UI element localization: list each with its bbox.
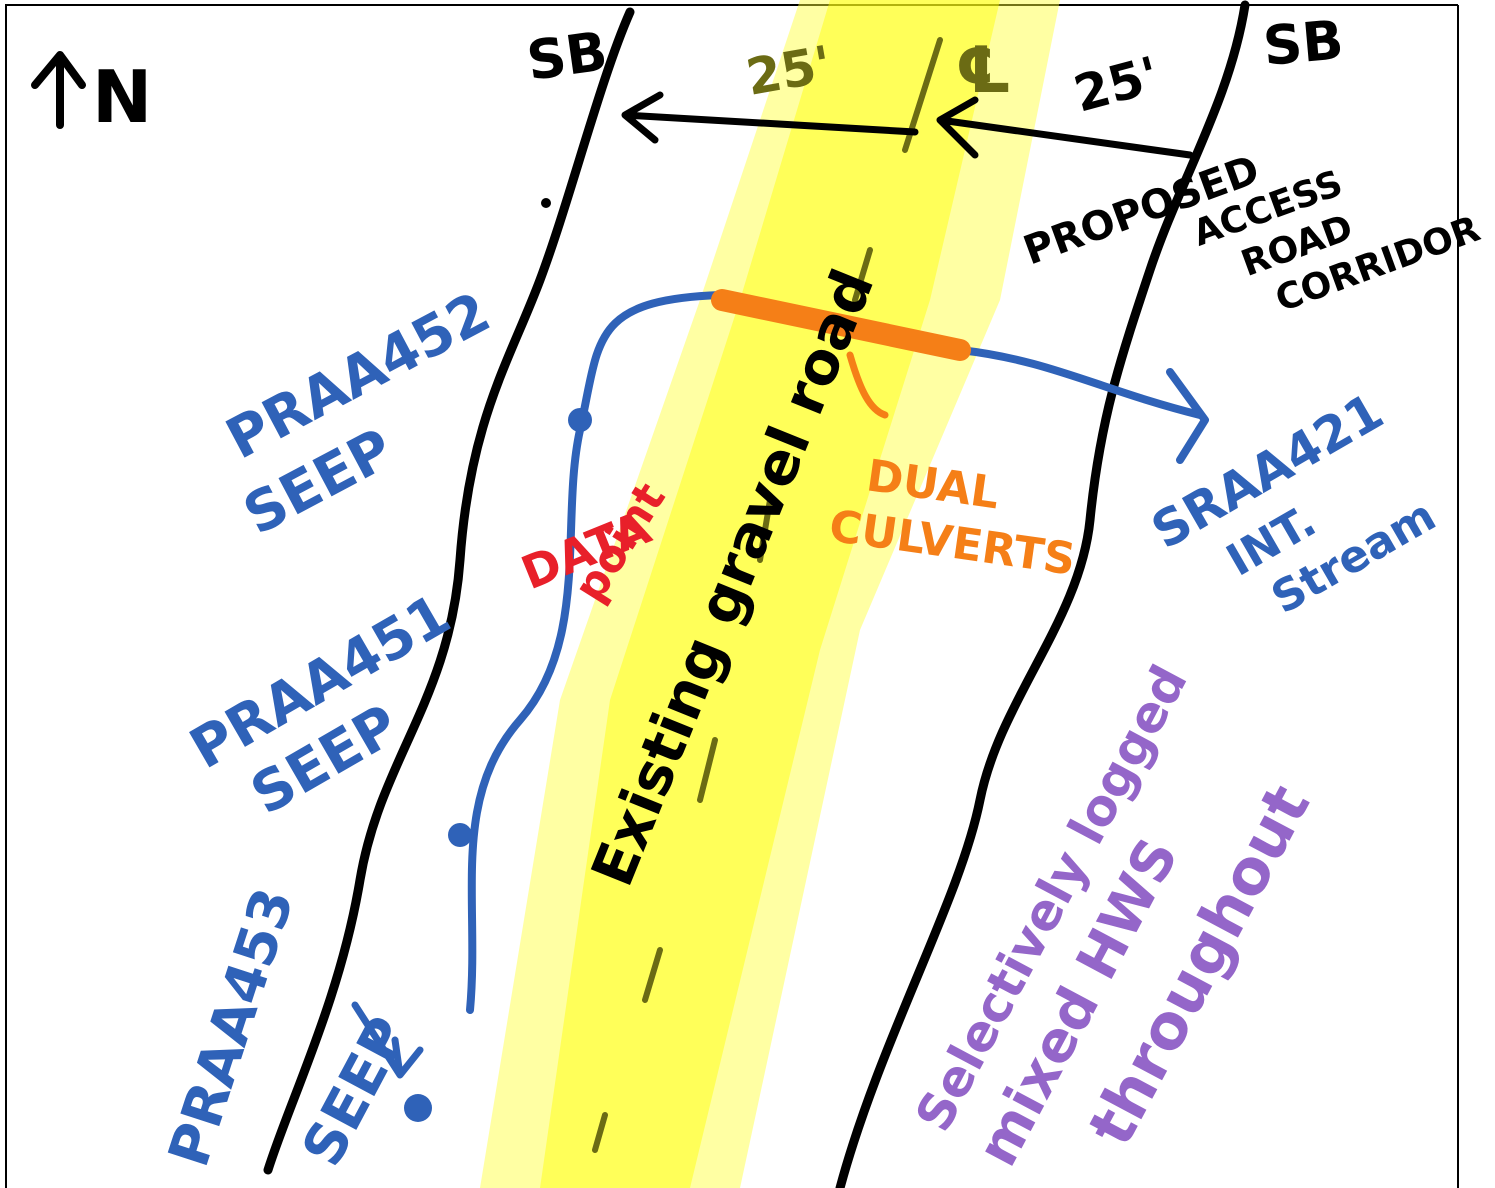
north-label: N bbox=[92, 55, 152, 139]
dimension-arrow bbox=[936, 96, 1194, 159]
seep-point bbox=[448, 823, 472, 847]
seep-point bbox=[404, 1094, 432, 1122]
seep-point bbox=[568, 408, 592, 432]
boundary-label: SB bbox=[1261, 8, 1346, 78]
culvert-leader bbox=[846, 351, 889, 419]
boundary-line bbox=[835, 0, 1250, 1188]
north-arrow bbox=[31, 51, 86, 129]
boundary-label: SB bbox=[523, 19, 611, 93]
seep-arrow bbox=[351, 1001, 424, 1079]
culvert bbox=[711, 289, 971, 361]
centerline-dash bbox=[592, 37, 943, 1153]
dimension-arrow bbox=[621, 91, 919, 144]
stream-arrow bbox=[1166, 368, 1209, 464]
boundary-line bbox=[263, 7, 635, 1175]
road-highlight bbox=[540, 0, 1000, 1188]
centerline-label: ℄ bbox=[955, 34, 1012, 108]
dot bbox=[541, 198, 551, 208]
road-highlight bbox=[480, 0, 1060, 1188]
